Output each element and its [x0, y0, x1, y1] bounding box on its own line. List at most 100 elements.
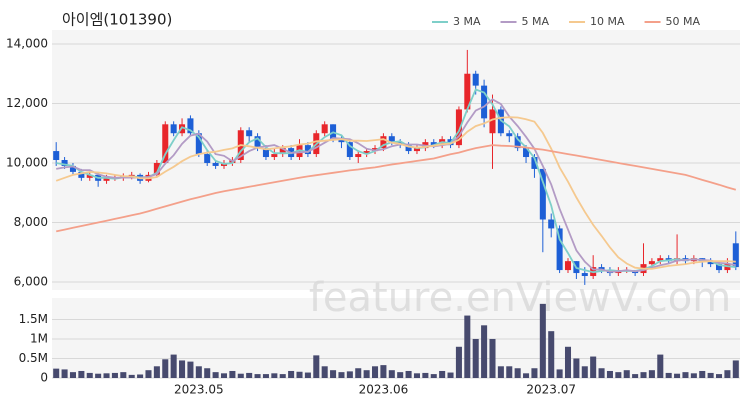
- volume-bar: [338, 372, 345, 378]
- candle-body: [61, 160, 68, 166]
- volume-bar: [120, 372, 127, 378]
- volume-bar: [170, 354, 177, 378]
- candle-body: [430, 142, 437, 146]
- candle-body: [321, 124, 328, 134]
- candle-body: [170, 124, 177, 134]
- volume-bar: [145, 370, 152, 378]
- volume-bar: [363, 370, 370, 378]
- volume-bar: [657, 354, 664, 378]
- candle-body: [86, 174, 93, 178]
- candle-body: [732, 243, 739, 268]
- volume-bar: [422, 372, 429, 378]
- y-tick-label: 6,000: [14, 274, 48, 288]
- volume-bar: [573, 358, 580, 378]
- volume-bar: [481, 325, 488, 378]
- candle-body: [598, 267, 605, 271]
- volume-bar: [187, 361, 194, 378]
- volume-bar: [388, 370, 395, 378]
- candle-body: [338, 139, 345, 143]
- candle-body: [564, 261, 572, 271]
- x-tick-label: 2023.06: [359, 383, 409, 397]
- candle-body: [514, 136, 521, 149]
- candle-body: [648, 261, 655, 265]
- candle-body: [581, 273, 588, 277]
- volume-bar: [313, 355, 320, 378]
- volume-bar: [623, 370, 630, 378]
- legend-label: 10 MA: [590, 15, 625, 28]
- candle-body: [279, 148, 286, 155]
- ma-line: [56, 144, 737, 233]
- volume-bar: [304, 372, 311, 378]
- volume-bar: [53, 368, 60, 378]
- volume-bar: [61, 369, 68, 378]
- volume-bar: [346, 371, 353, 378]
- candle-body: [556, 228, 563, 271]
- legend-label: 5 MA: [522, 15, 550, 28]
- volume-bar: [439, 370, 446, 378]
- y-tick-label: 10,000: [6, 155, 48, 169]
- volume-bar: [539, 303, 546, 378]
- volume-bar: [699, 370, 706, 378]
- volume-bar: [497, 366, 504, 378]
- ma-line: [55, 116, 736, 270]
- volume-bar: [716, 374, 723, 378]
- legend-label: 3 MA: [453, 15, 481, 28]
- volume-bar: [405, 370, 412, 378]
- volume-bar: [296, 371, 303, 378]
- volume-bar: [128, 374, 135, 378]
- candle-body: [413, 148, 420, 152]
- volume-bar: [615, 372, 622, 378]
- volume-bar: [581, 366, 588, 378]
- volume-bar: [95, 373, 102, 378]
- y-tick-label: 0: [40, 371, 48, 385]
- volume-bar: [665, 372, 672, 378]
- candle-body: [489, 109, 496, 134]
- volume-bar: [556, 369, 563, 378]
- volume-bar: [413, 373, 420, 378]
- candle-body: [153, 162, 160, 175]
- candle-body: [346, 142, 353, 158]
- candle-body: [262, 148, 269, 158]
- y-tick-label: 8,000: [14, 215, 48, 229]
- volume-bar: [111, 372, 118, 378]
- volume-bar: [707, 372, 714, 378]
- volume-bar: [430, 374, 437, 378]
- volume-bar: [229, 370, 236, 378]
- y-tick-label: 1.5M: [19, 312, 48, 326]
- candle-body: [716, 264, 723, 271]
- volume-bar: [179, 360, 186, 378]
- volume-bar: [506, 366, 513, 378]
- volume-bar: [372, 366, 379, 378]
- volume-bar: [682, 372, 689, 378]
- candle-body: [539, 168, 546, 220]
- candle-body: [481, 85, 488, 119]
- candle-body: [271, 154, 278, 158]
- volume-bar: [195, 366, 202, 378]
- volume-bar: [632, 374, 639, 378]
- candle-body: [380, 136, 387, 149]
- candle-body: [162, 124, 169, 163]
- volume-bar: [212, 372, 219, 378]
- x-tick-label: 2023.05: [174, 383, 224, 397]
- volume-bar: [648, 370, 655, 378]
- volume-bar: [288, 370, 295, 378]
- volume-bar: [564, 346, 572, 378]
- volume-bar: [271, 373, 278, 378]
- volume-bar: [606, 370, 613, 378]
- volume-bar: [262, 374, 269, 378]
- volume-bar: [220, 373, 228, 378]
- candle-body: [657, 258, 664, 262]
- candle-body: [304, 145, 311, 155]
- candle-body: [254, 136, 261, 149]
- price-panel: [52, 30, 740, 290]
- candle-body: [506, 133, 513, 137]
- volume-bar: [523, 373, 530, 378]
- volume-bar: [246, 372, 253, 378]
- chart-title: 아이엠(101390): [62, 11, 172, 29]
- volume-bar: [103, 373, 110, 378]
- candle-body: [548, 219, 555, 229]
- legend-label: 50 MA: [666, 15, 701, 28]
- volume-bar: [464, 315, 471, 378]
- candle-body: [103, 177, 110, 181]
